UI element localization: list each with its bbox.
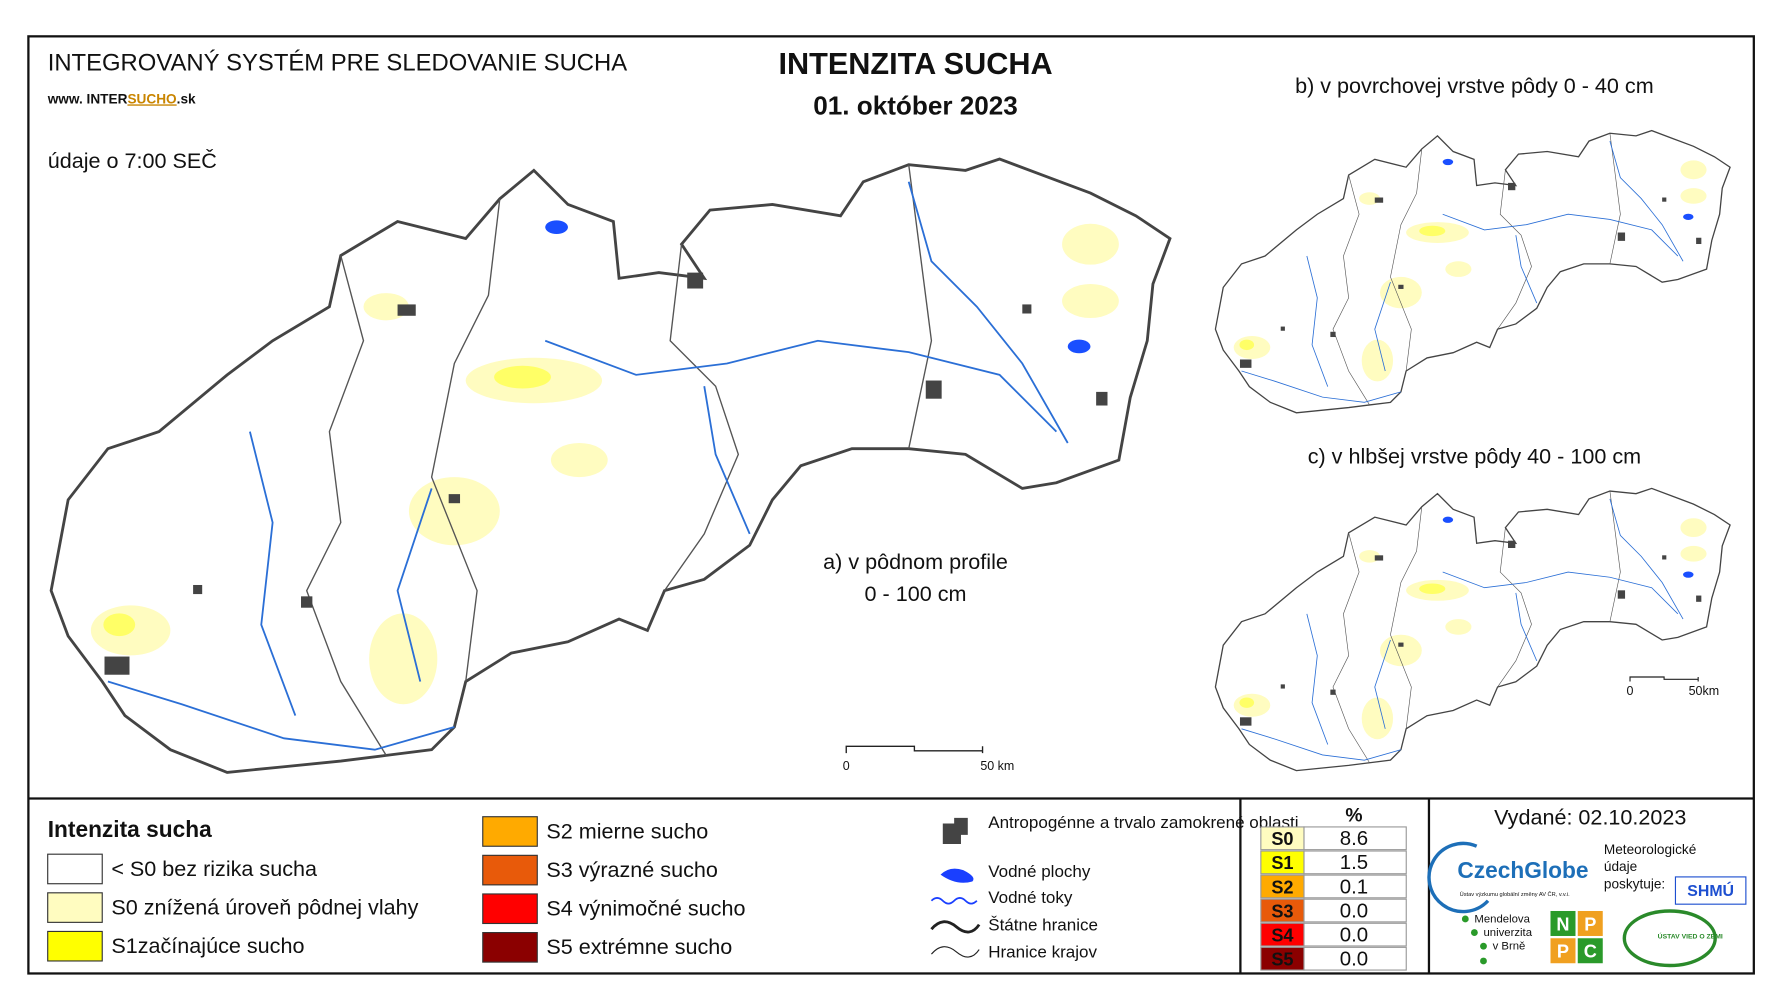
date: 01. október 2023 (813, 91, 1018, 121)
legend-label: S3 výrazné sucho (546, 857, 718, 882)
table-value-cell (1303, 874, 1407, 899)
url-suffix: .sk (177, 91, 196, 106)
scale-bar (845, 745, 984, 754)
logo-czechglobe-sub: Ústav výzkumu globální změny AV ČR, v.v.… (1460, 891, 1570, 898)
logo-arc (1427, 841, 1490, 914)
nppc-cell (1577, 938, 1603, 964)
table-value-cell (1303, 898, 1407, 923)
logo-uvz-ring (1622, 909, 1717, 968)
table-header: % (1345, 805, 1362, 826)
scale-label: 50km (1689, 684, 1720, 698)
frame (27, 35, 1755, 975)
nppc-letter: N (1556, 914, 1569, 934)
legend-swatch (482, 893, 538, 925)
legend-swatch (47, 892, 103, 923)
table-value-cell (1303, 826, 1407, 851)
table-class: S3 (1271, 901, 1293, 921)
table-value: 0.0 (1340, 948, 1368, 971)
symbol-label: Hranice krajov (988, 943, 1097, 962)
logo-meteo: poskytuje: (1604, 876, 1665, 891)
legend: < S0 bez rizika sucha S0 znížená úroveň p… (47, 816, 745, 963)
symbol-icon (940, 868, 974, 883)
percent-table: % S0 8.6 S1 1.5 S2 0.1 S3 0.0 S4 0.0 S5 0.0 (1260, 805, 1407, 971)
logo-shmu-box (1674, 876, 1747, 905)
scale-label: 50 km (980, 759, 1014, 773)
logo-mendel: v Brně (1493, 941, 1526, 953)
table-value-cell (1303, 946, 1407, 971)
url-mid: SUCHO (127, 91, 177, 106)
table-value: 0.0 (1340, 899, 1368, 922)
logo-meteo: údaje (1604, 859, 1637, 874)
table-class: S0 (1271, 829, 1293, 849)
time-note: údaje o 7:00 SEČ (48, 148, 217, 173)
table-class: S1 (1271, 853, 1293, 873)
legend-label: S4 výnimočné sucho (546, 896, 745, 921)
table-class: S4 (1271, 925, 1293, 945)
nppc-cell (1577, 910, 1603, 936)
symbol-icon (942, 817, 968, 844)
map-b-label: b) v povrchovej vrstve pôdy 0 - 40 cm (1295, 73, 1654, 98)
logo-uvz: ÚSTAV VIED O ZEMI (1658, 931, 1723, 940)
table-value: 8.6 (1340, 827, 1368, 850)
symbol-label: Antropogénne a trvalo zamokrené oblasti (988, 813, 1298, 832)
map-a-label: a) v pôdnom profile (823, 549, 1008, 574)
symbol-icon (930, 897, 978, 905)
scale-bar (1629, 676, 1699, 682)
table-value: 0.0 (1340, 923, 1368, 946)
logo-mendel: univerzita (1483, 927, 1532, 939)
legend-swatch (47, 853, 103, 885)
logo-shmu: SHMÚ (1687, 881, 1734, 900)
system-name: INTEGROVANÝ SYSTÉM PRE SLEDOVANIE SUCHA (48, 49, 628, 76)
symbol-icon (930, 946, 980, 958)
legend-label: S1začínajúce sucho (111, 933, 304, 958)
scale-label: 0 (1627, 684, 1634, 698)
legend-swatch (482, 932, 538, 963)
logo-czechglobe: CzechGlobe (1457, 857, 1588, 883)
legend-swatch (482, 816, 538, 847)
symbol-icon (930, 920, 981, 934)
scale-label: 0 (843, 759, 850, 773)
legend-title: Intenzita sucha (48, 816, 212, 842)
symbol-label: Vodné plochy (988, 862, 1091, 881)
nppc-letter: P (1557, 942, 1569, 962)
symbol-label: Vodné toky (988, 888, 1073, 907)
legend-label: S0 znížená úroveň pôdnej vlahy (111, 894, 418, 919)
table-class: S5 (1271, 950, 1293, 970)
map-a-label: 0 - 100 cm (865, 581, 967, 606)
nppc-letter: P (1584, 914, 1596, 934)
table-value: 0.1 (1340, 875, 1368, 898)
title: INTENZITA SUCHA (778, 47, 1052, 81)
table-value-cell (1303, 850, 1407, 875)
map-b (1215, 131, 1730, 413)
nppc-cell (1550, 910, 1576, 936)
legend-label: S5 extrémne sucho (546, 934, 732, 959)
logo-nppc: N PP C (1550, 910, 1603, 964)
nppc-cell (1550, 938, 1576, 964)
table-value: 1.5 (1340, 851, 1368, 874)
symbol-legend: Antropogénne a trvalo zamokrené oblasti … (930, 813, 1298, 962)
legend-label: S2 mierne sucho (546, 818, 708, 843)
legend-label: < S0 bez rizika sucha (111, 856, 317, 881)
table-class: S2 (1271, 877, 1293, 897)
table-value-cell (1303, 922, 1407, 947)
url: www. INTERSUCHO.sk (47, 91, 196, 106)
symbol-label: Štátne hranice (988, 915, 1098, 934)
nppc-letter: C (1584, 942, 1597, 962)
url-prefix: www. INTER (47, 91, 128, 106)
map-c (1215, 488, 1730, 770)
map-c-label: c) v hlbšej vrstve pôdy 40 - 100 cm (1308, 443, 1641, 468)
issued: Vydané: 02.10.2023 (1494, 805, 1686, 830)
logo-mendel: Mendelova (1474, 913, 1530, 925)
map-a (51, 159, 1170, 772)
logo-meteo: Meteorologické (1604, 842, 1696, 857)
legend-swatch (482, 854, 538, 886)
legend-swatch (47, 930, 103, 962)
